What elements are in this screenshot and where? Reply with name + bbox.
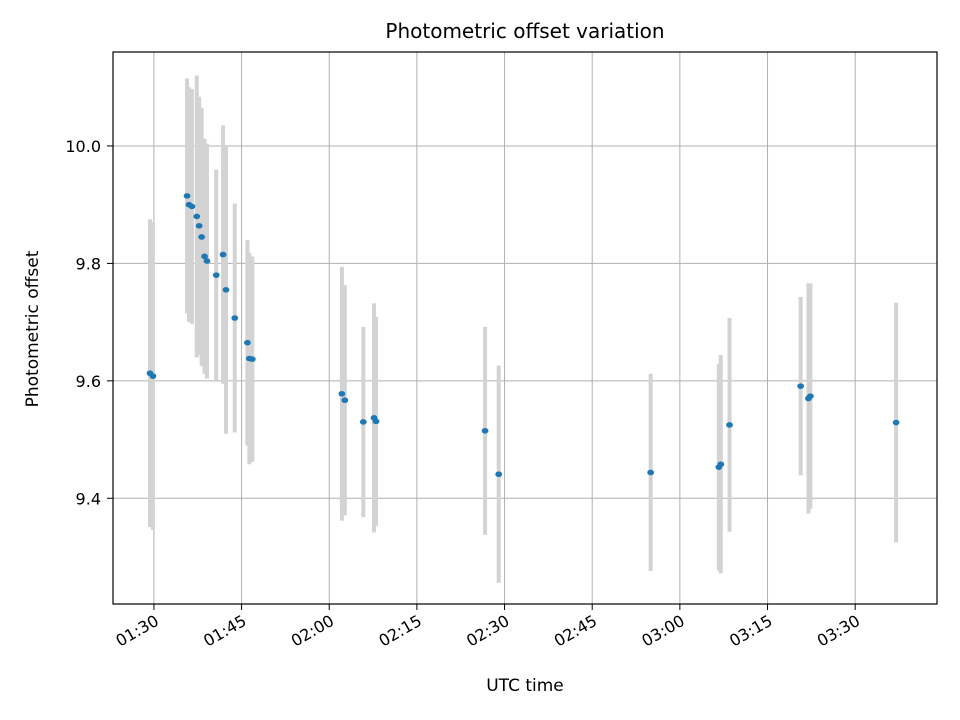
data-point — [892, 419, 900, 426]
data-point — [201, 253, 208, 260]
data-point — [338, 390, 346, 397]
data-point — [248, 356, 256, 362]
data-point — [495, 471, 503, 478]
data-point — [797, 383, 805, 389]
data-point — [222, 287, 230, 293]
y-tick-label: 9.6 — [76, 372, 101, 391]
data-point — [198, 234, 206, 240]
data-point — [717, 461, 725, 468]
data-point — [193, 213, 201, 220]
data-point — [212, 272, 220, 278]
data-point — [188, 203, 196, 210]
data-point — [726, 422, 733, 428]
data-point — [359, 419, 367, 425]
data-point — [149, 373, 157, 379]
data-point — [806, 393, 814, 399]
y-axis-label: Photometric offset — [23, 250, 43, 407]
y-tick-label: 9.4 — [76, 489, 101, 508]
data-point — [203, 258, 211, 264]
data-point — [647, 469, 655, 476]
data-point — [372, 418, 380, 425]
data-point — [219, 251, 227, 258]
plot-frame — [112, 51, 938, 605]
data-point — [244, 339, 251, 346]
y-axis-ticks: 9.4 9.6 9.8 10.0 — [65, 137, 113, 508]
y-tick-label: 10.0 — [65, 137, 101, 156]
data-point — [195, 223, 203, 229]
data-point — [231, 315, 239, 321]
y-tick-label: 9.8 — [76, 254, 101, 273]
data-point — [183, 193, 191, 199]
data-point — [481, 427, 489, 434]
x-axis-label: UTC time — [486, 676, 564, 696]
data-points — [146, 193, 900, 478]
data-point — [341, 397, 349, 404]
chart-title: Photometric offset variation — [385, 19, 664, 43]
